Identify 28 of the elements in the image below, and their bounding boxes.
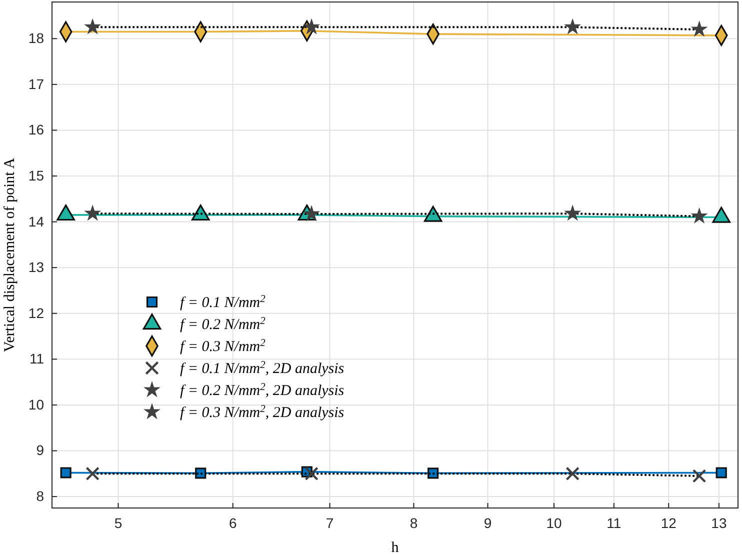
x-tick-label: 9	[484, 514, 492, 531]
legend-label: f = 0.3 N/mm$^{2}$, 2D analysis	[180, 404, 344, 421]
y-tick-label: 8	[36, 488, 44, 504]
x-tick-label: 6	[228, 514, 237, 531]
x-tick-label: 7	[326, 514, 334, 531]
y-tick-label: 11	[29, 350, 44, 367]
y-tick-label: 12	[28, 304, 44, 321]
y-tick-label: 13	[28, 259, 44, 276]
legend-label: f = 0.1 N/mm$^{2}$	[180, 294, 266, 311]
legend-label: f = 0.3 N/mm$^{2}$	[180, 338, 266, 355]
x-tick-label: 12	[660, 514, 677, 531]
y-tick-label: 9	[36, 442, 44, 458]
x-tick-label: 13	[711, 514, 727, 531]
y-tick-label: 17	[28, 76, 44, 92]
y-tick-label: 18	[28, 30, 44, 46]
legend-label: f = 0.2 N/mm$^{2}$, 2D analysis	[180, 382, 344, 399]
y-tick-label: 16	[28, 122, 44, 138]
x-axis-title: h	[391, 540, 400, 555]
x-tick-label: 5	[114, 514, 122, 531]
x-tick-label: 11	[606, 514, 622, 531]
y-tick-label: 14	[28, 213, 44, 230]
legend-label: f = 0.2 N/mm$^{2}$	[180, 316, 266, 333]
legend-label: f = 0.1 N/mm$^{2}$, 2D analysis	[180, 360, 344, 377]
x-tick-label: 10	[546, 514, 562, 531]
y-tick-label: 15	[28, 167, 44, 184]
x-tick-label: 8	[410, 514, 418, 531]
y-axis-title: Vertical displacement of point A	[2, 158, 18, 352]
y-tick-label: 10	[28, 396, 44, 412]
